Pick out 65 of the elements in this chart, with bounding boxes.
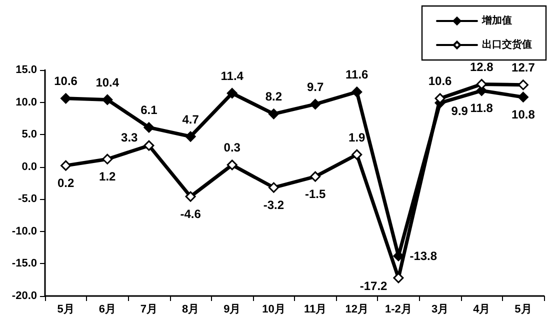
point <box>60 160 72 171</box>
point <box>518 92 528 102</box>
x-tick-label: 3月 <box>431 304 449 316</box>
x-tick-label: 5月 <box>57 304 74 316</box>
data-label: 11.8 <box>470 100 494 115</box>
data-label: 1.9 <box>348 130 366 144</box>
data-label: 12.8 <box>470 60 494 74</box>
data-label: 12.7 <box>512 60 536 75</box>
y-tick-label: -20.0 <box>12 290 37 302</box>
y-tick-label: -5.0 <box>18 193 37 206</box>
data-label: -4.6 <box>180 206 202 221</box>
data-label: 1.2 <box>99 169 116 184</box>
point <box>185 191 196 202</box>
data-label: -3.2 <box>263 198 284 212</box>
point <box>60 93 72 104</box>
data-label: 9.9 <box>451 104 468 118</box>
point <box>352 149 362 160</box>
data-label: -13.8 <box>410 248 438 263</box>
point <box>268 182 279 193</box>
x-tick-label: 4月 <box>473 304 490 316</box>
data-label: 8.2 <box>265 90 282 104</box>
x-tick-label: 8月 <box>182 304 200 316</box>
point <box>144 140 154 151</box>
data-label: -17.2 <box>360 278 388 293</box>
x-tick-label: 7月 <box>140 304 158 316</box>
data-label: -1.5 <box>304 186 326 201</box>
y-tick-label: 15.0 <box>16 64 37 76</box>
point <box>352 86 362 98</box>
data-label: 0.3 <box>224 140 241 155</box>
point <box>144 122 154 133</box>
y-tick-label: -10.0 <box>12 225 37 238</box>
x-tick-label: 9月 <box>224 304 241 316</box>
data-label: 3.3 <box>121 130 138 145</box>
data-label: 11.4 <box>220 68 244 83</box>
point <box>518 80 528 90</box>
point <box>310 171 321 182</box>
point <box>102 154 113 164</box>
data-label: 6.1 <box>140 103 158 118</box>
data-label: 10.4 <box>96 75 120 90</box>
data-label: 10.8 <box>512 107 536 122</box>
legend-label: 增加值 <box>481 14 512 26</box>
data-label: 11.6 <box>346 68 369 82</box>
data-label: 10.6 <box>54 74 78 88</box>
data-label: 0.2 <box>57 176 74 190</box>
x-tick-label: 11月 <box>304 304 327 316</box>
point <box>268 108 279 120</box>
y-tick-label: -15.0 <box>12 258 37 270</box>
y-tick-label: 10.0 <box>16 96 37 108</box>
point <box>226 160 238 170</box>
x-tick-label: 6月 <box>98 304 116 316</box>
legend-label: 出口交货值 <box>482 38 532 50</box>
point <box>476 78 487 90</box>
x-tick-label: 10月 <box>262 304 286 316</box>
point <box>102 94 113 105</box>
point <box>185 131 196 142</box>
data-label: 10.6 <box>428 74 452 88</box>
point <box>226 88 238 98</box>
point <box>310 98 321 110</box>
x-tick-label: 1-2月 <box>385 304 412 316</box>
data-label: 4.7 <box>182 112 200 126</box>
data-label: 9.7 <box>306 80 324 94</box>
y-tick-label: 0.0 <box>22 160 37 173</box>
x-tick-label: 5月 <box>514 304 532 316</box>
x-tick-label: 12月 <box>345 304 368 316</box>
y-tick-label: 5.0 <box>22 128 37 141</box>
